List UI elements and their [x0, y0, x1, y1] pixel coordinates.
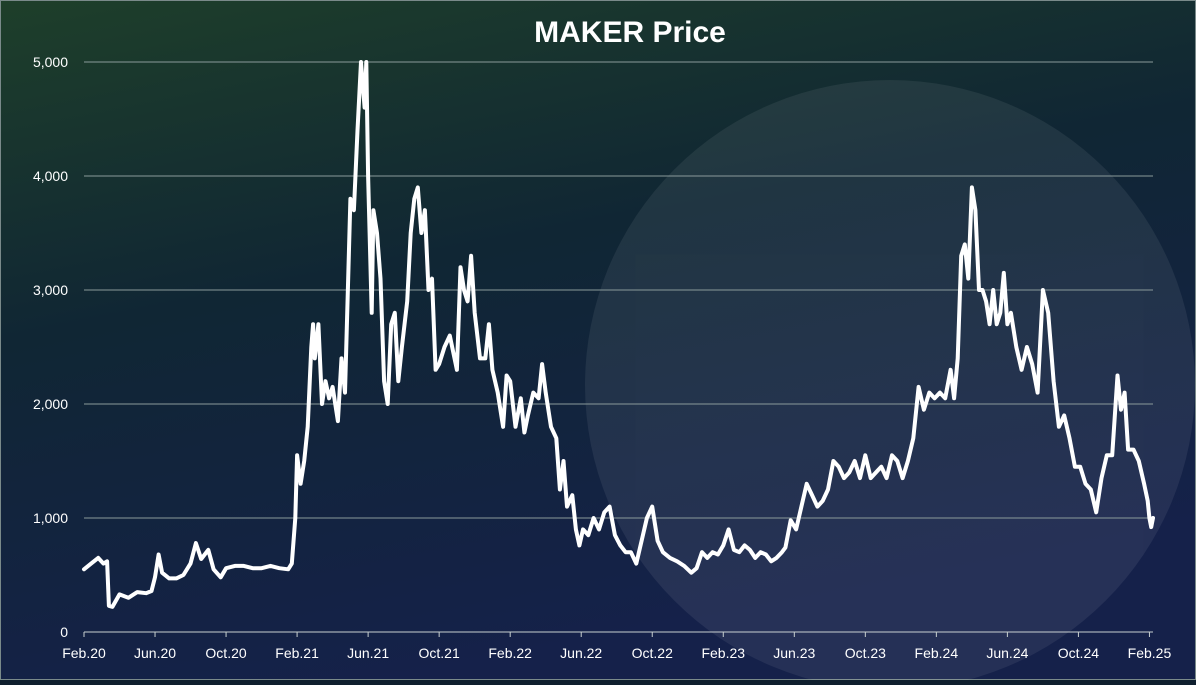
x-tick-label: Oct.23: [845, 645, 886, 661]
x-tick-label: Feb.23: [701, 645, 745, 661]
x-tick-label: Feb.24: [915, 645, 959, 661]
y-tick-label: 3,000: [33, 282, 68, 298]
y-tick-label: 0: [60, 624, 68, 640]
y-tick-label: 2,000: [33, 396, 68, 412]
watermark-logo: [585, 80, 1195, 685]
y-tick-label: 4,000: [33, 168, 68, 184]
x-tick-label: Jun.20: [134, 645, 176, 661]
x-tick-label: Feb.22: [488, 645, 532, 661]
x-tick-label: Feb.21: [275, 645, 319, 661]
x-tick-label: Oct.22: [632, 645, 673, 661]
x-tick-label: Feb.20: [62, 645, 106, 661]
x-tick-label: Jun.24: [986, 645, 1028, 661]
chart-title: MAKER Price: [534, 16, 726, 49]
x-tick-label: Oct.24: [1058, 645, 1099, 661]
y-tick-label: 5,000: [33, 54, 68, 70]
x-tick-label: Oct.21: [419, 645, 460, 661]
x-tick-label: Oct.20: [205, 645, 246, 661]
series-layer: [82, 60, 1155, 609]
series-line-maker-price: [82, 60, 1155, 609]
x-tick-label: Jun.21: [347, 645, 389, 661]
x-tick-label: Jun.22: [560, 645, 602, 661]
y-tick-label: 1,000: [33, 510, 68, 526]
axes: 0 1,000 2,000 3,000 4,000 5,000 Feb.20 Jun.20 Oc…: [33, 54, 1171, 661]
x-tick-label: Feb.25: [1128, 645, 1172, 661]
x-tick-label: Jun.23: [773, 645, 815, 661]
gridlines: [84, 61, 1153, 519]
